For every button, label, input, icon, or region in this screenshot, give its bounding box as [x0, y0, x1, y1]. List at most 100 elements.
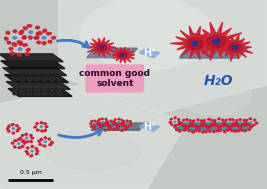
Ellipse shape	[224, 131, 226, 133]
Ellipse shape	[13, 44, 15, 46]
Ellipse shape	[13, 124, 14, 125]
Ellipse shape	[192, 123, 193, 124]
Ellipse shape	[17, 131, 18, 132]
Ellipse shape	[191, 122, 193, 123]
Ellipse shape	[116, 123, 118, 124]
Ellipse shape	[188, 131, 189, 132]
Ellipse shape	[5, 37, 7, 39]
Polygon shape	[0, 54, 63, 62]
Ellipse shape	[20, 41, 22, 43]
Ellipse shape	[22, 140, 23, 141]
Ellipse shape	[192, 41, 198, 46]
Ellipse shape	[187, 38, 203, 49]
Ellipse shape	[101, 118, 103, 119]
Ellipse shape	[121, 124, 122, 125]
Ellipse shape	[194, 125, 196, 126]
Ellipse shape	[203, 122, 205, 124]
Ellipse shape	[35, 126, 36, 127]
Ellipse shape	[17, 125, 18, 126]
Ellipse shape	[213, 128, 215, 129]
Ellipse shape	[213, 131, 215, 132]
Ellipse shape	[15, 125, 18, 127]
Ellipse shape	[216, 130, 218, 132]
Ellipse shape	[47, 132, 140, 170]
Ellipse shape	[97, 123, 99, 124]
Ellipse shape	[52, 36, 56, 39]
Ellipse shape	[236, 120, 238, 121]
Ellipse shape	[208, 126, 209, 127]
Ellipse shape	[245, 122, 247, 123]
Ellipse shape	[34, 126, 36, 128]
Ellipse shape	[12, 128, 15, 129]
Ellipse shape	[118, 121, 120, 122]
Ellipse shape	[202, 132, 203, 133]
Ellipse shape	[235, 122, 237, 123]
Ellipse shape	[29, 31, 33, 33]
Ellipse shape	[107, 121, 108, 122]
Ellipse shape	[178, 124, 179, 125]
Ellipse shape	[244, 125, 246, 126]
Ellipse shape	[118, 124, 120, 125]
Ellipse shape	[91, 121, 92, 122]
Ellipse shape	[21, 141, 24, 142]
Ellipse shape	[52, 37, 54, 39]
Ellipse shape	[235, 122, 236, 123]
Ellipse shape	[16, 130, 19, 131]
Ellipse shape	[124, 129, 125, 130]
Ellipse shape	[238, 125, 239, 126]
Ellipse shape	[231, 125, 232, 126]
Ellipse shape	[110, 126, 112, 127]
Ellipse shape	[43, 43, 45, 45]
Ellipse shape	[101, 126, 103, 127]
Ellipse shape	[247, 124, 249, 125]
Ellipse shape	[206, 125, 209, 127]
Ellipse shape	[45, 129, 46, 130]
Ellipse shape	[202, 128, 204, 130]
Ellipse shape	[225, 120, 227, 121]
Ellipse shape	[36, 27, 38, 29]
Ellipse shape	[222, 119, 224, 121]
Ellipse shape	[94, 124, 95, 125]
Polygon shape	[85, 37, 115, 57]
Ellipse shape	[178, 119, 180, 120]
Ellipse shape	[175, 127, 176, 128]
Ellipse shape	[178, 123, 180, 125]
Ellipse shape	[109, 129, 111, 130]
Ellipse shape	[245, 131, 246, 132]
Ellipse shape	[14, 146, 15, 147]
Ellipse shape	[101, 124, 103, 125]
Ellipse shape	[26, 49, 30, 51]
Polygon shape	[179, 48, 248, 58]
Ellipse shape	[207, 122, 209, 124]
Ellipse shape	[13, 53, 15, 54]
Ellipse shape	[22, 37, 25, 39]
Ellipse shape	[183, 130, 186, 131]
Ellipse shape	[18, 139, 19, 140]
Ellipse shape	[110, 120, 112, 122]
Ellipse shape	[15, 140, 17, 142]
Ellipse shape	[80, 0, 214, 70]
Ellipse shape	[240, 125, 242, 127]
Ellipse shape	[206, 131, 207, 132]
Ellipse shape	[197, 128, 198, 129]
Ellipse shape	[108, 126, 110, 127]
Ellipse shape	[26, 147, 29, 149]
Ellipse shape	[100, 129, 102, 130]
Ellipse shape	[37, 129, 39, 131]
Ellipse shape	[239, 128, 241, 129]
Ellipse shape	[114, 123, 116, 125]
Ellipse shape	[91, 120, 93, 122]
Ellipse shape	[244, 122, 246, 124]
Ellipse shape	[213, 123, 215, 124]
Ellipse shape	[14, 43, 16, 45]
Ellipse shape	[219, 130, 221, 131]
Ellipse shape	[49, 138, 50, 139]
Ellipse shape	[249, 124, 251, 126]
Ellipse shape	[44, 141, 47, 143]
Ellipse shape	[113, 123, 115, 125]
Ellipse shape	[20, 137, 22, 139]
Ellipse shape	[10, 52, 14, 54]
Ellipse shape	[17, 41, 21, 43]
Ellipse shape	[113, 121, 115, 122]
Ellipse shape	[189, 120, 191, 122]
